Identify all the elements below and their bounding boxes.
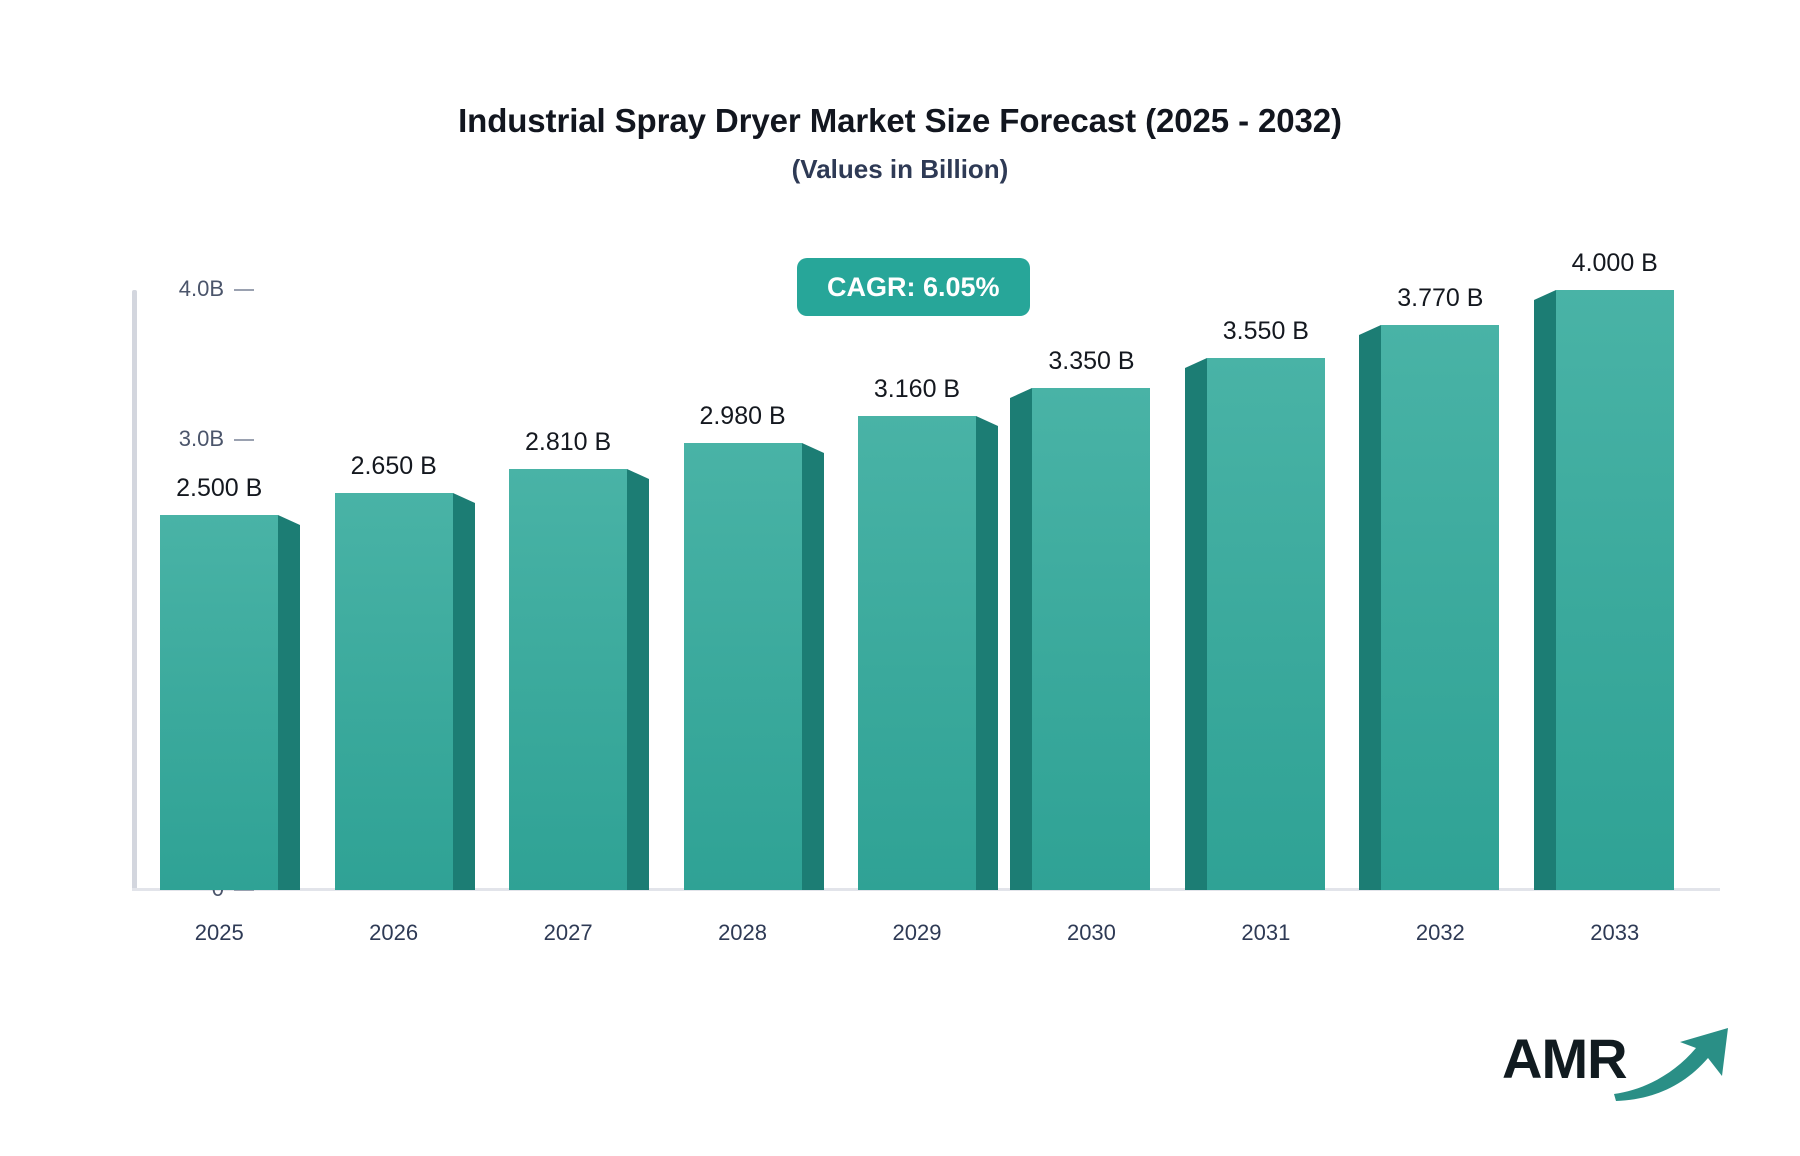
bar-column: 2.500 B [160,474,301,890]
x-axis-label: 2028 [718,920,768,945]
bar-top-bevel [452,492,475,503]
bar-value-label: 2.810 B [525,427,612,456]
bar-side-face [278,525,301,890]
bar-front-face [1555,290,1674,890]
bar-value-label: 2.980 B [699,402,786,430]
bar-front-face [160,515,279,890]
bar-value-label: 4.000 B [1571,249,1658,277]
bar-side-face [1184,367,1207,890]
bar-column: 3.160 B [858,375,998,890]
bar-side-face [1533,300,1556,890]
x-axis-label: 2033 [1590,920,1640,945]
y-axis-tick-label: 4.0B [178,276,224,301]
bar-column: 3.770 B [1359,284,1500,890]
bar-front-face [1206,357,1325,890]
amr-logo-text: AMR [1502,1027,1628,1090]
bar-value-label: 2.500 B [176,474,263,502]
bar-side-face [801,453,824,890]
bar-front-face [1381,324,1500,890]
growth-arrow-icon [1614,1028,1728,1101]
plot-area: 01.0B2.0B3.0B4.0B 2.500 B2.650 B2.810 B2… [132,249,1702,901]
title-block: Industrial Spray Dryer Market Size Forec… [0,100,1800,186]
bar-value-label: 3.350 B [1048,346,1135,375]
y-axis-tick-mark [234,889,254,891]
x-axis-label: 2027 [543,920,593,945]
bar-side-face [976,426,998,890]
bar-top-bevel [801,443,824,453]
bar-side-face [627,478,650,890]
bar-column: 3.550 B [1184,317,1325,890]
cagr-badge: CAGR: 6.05% [797,258,1030,316]
amr-logo: AMR [1502,1016,1752,1106]
x-axis-label: 2025 [194,920,244,945]
bar-side-face [452,502,475,890]
bar-column: 4.000 B [1533,249,1674,890]
page-title: Industrial Spray Dryer Market Size Forec… [458,102,1342,139]
bar-value-label: 3.550 B [1222,316,1309,345]
bar-front-face [683,443,802,890]
y-axis-line [132,290,137,890]
bar-column: 2.980 B [683,402,824,890]
bar-front-face [1032,387,1151,890]
bar-front-face [509,468,628,890]
x-axis-label: 2030 [1066,920,1116,945]
bar-value-label: 2.650 B [350,451,437,480]
bar-front-face [334,492,453,890]
bar-top-bevel [1184,357,1207,368]
y-axis-tick-mark [234,439,254,441]
x-axis-label: 2031 [1241,920,1291,945]
bar-column: 2.650 B [334,452,475,890]
bar-top-bevel [1533,290,1556,300]
bar-top-bevel [278,515,301,525]
bar-top-bevel [627,468,650,479]
bar-side-face [1010,397,1033,890]
bar-column: 3.350 B [1010,347,1151,890]
x-axis-label: 2032 [1415,920,1465,945]
bar-top-bevel [1359,324,1382,335]
bar-front-face [858,416,976,890]
bar-top-bevel [976,416,998,426]
chart-subtitle: (Values in Billion) [791,154,1009,184]
y-axis-tick-mark [234,289,254,291]
bar-side-face [1359,334,1382,890]
x-axis-label: 2026 [369,920,419,945]
y-axis-tick-label: 3.0B [178,426,224,451]
x-axis-label: 2029 [892,920,942,945]
bar-top-bevel [1010,387,1033,398]
bar-value-label: 3.160 B [873,375,961,403]
bar-column: 2.810 B [509,428,650,890]
bar-value-label: 3.770 B [1397,283,1484,312]
